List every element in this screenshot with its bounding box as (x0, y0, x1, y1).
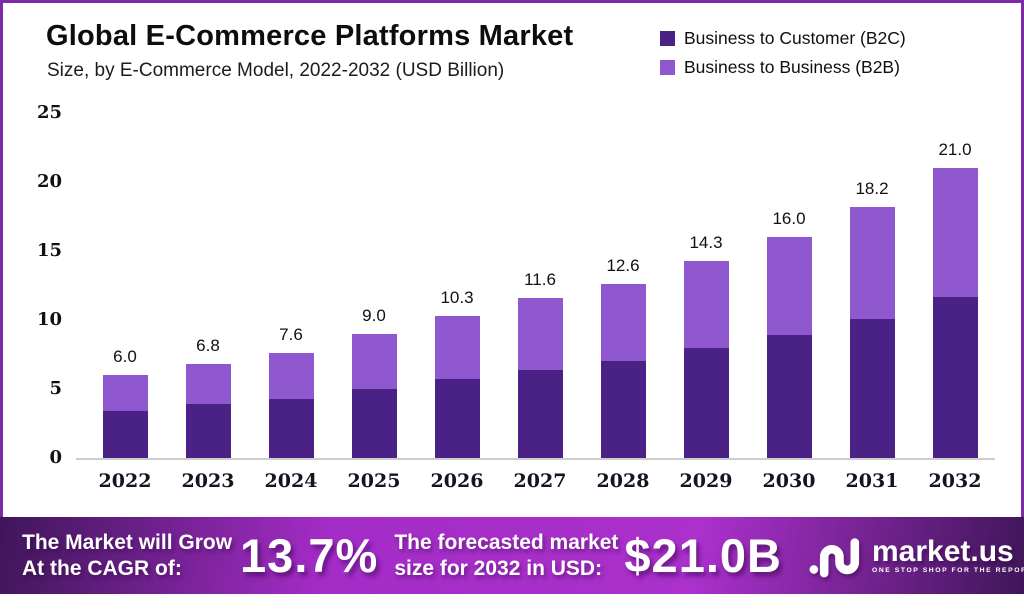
cagr-label-line2: At the CAGR of: (22, 556, 182, 580)
bar-group (351, 333, 397, 458)
bar-segment-b2c (766, 335, 812, 458)
x-tick-label: 2022 (98, 470, 152, 492)
bar-segment-b2b (766, 237, 812, 336)
y-tick-label: 10 (36, 309, 62, 330)
bar-segment-b2c (683, 347, 729, 458)
x-tick-label: 2026 (430, 470, 484, 492)
x-tick-label: 2031 (845, 470, 899, 492)
bar-segment-b2c (600, 361, 646, 458)
brand-name: market.us (871, 534, 1014, 568)
page-subtitle: Size, by E-Commerce Model, 2022-2032 (US… (47, 60, 505, 81)
bar-segment-b2b (351, 333, 397, 389)
x-tick-label: 2024 (264, 470, 318, 492)
bar-total-label: 9.0 (362, 305, 386, 325)
legend-marker-b2c-icon (660, 31, 675, 46)
bar-group (102, 375, 148, 458)
bar-segment-b2b (849, 206, 895, 319)
bar-total-label: 14.3 (689, 232, 723, 252)
x-tick-label: 2025 (347, 470, 401, 492)
brand-logo: market.us ONE STOP SHOP FOR THE REPORTS (808, 533, 1024, 579)
bar-total-label: 16.0 (772, 209, 806, 229)
x-tick-label: 2032 (928, 470, 982, 492)
bar-total-label: 12.6 (606, 256, 640, 276)
x-tick-label: 2029 (679, 470, 733, 492)
bar-segment-b2c (849, 318, 895, 458)
bar-total-label: 6.8 (196, 336, 220, 356)
y-tick-label: 25 (36, 102, 62, 123)
bar-group (849, 206, 895, 458)
bar-segment-b2b (932, 168, 978, 297)
forecast-label-line1: The forecasted market (394, 530, 619, 554)
bar-total-label: 6.0 (113, 347, 137, 367)
bar-segment-b2b (102, 375, 148, 412)
y-tick-label: 5 (49, 378, 62, 399)
x-tick-label: 2027 (513, 470, 567, 492)
y-tick-label: 20 (36, 171, 62, 192)
bar-group (517, 297, 563, 458)
bar-total-label: 7.6 (279, 325, 303, 345)
forecast-label-line2: size for 2032 in USD: (394, 556, 603, 580)
bar-group (766, 237, 812, 458)
bar-group (932, 168, 978, 458)
page-title: Global E-Commerce Platforms Market (46, 20, 574, 52)
market-us-logo-icon (809, 537, 860, 577)
forecast-value: $21.0B (624, 529, 782, 582)
legend-item-b2c: Business to Customer (B2C) (660, 24, 906, 53)
bar-segment-b2b (600, 284, 646, 362)
bar-group (185, 364, 231, 458)
bar-total-label: 11.6 (524, 269, 556, 289)
legend-label-b2b: Business to Business (B2B) (684, 57, 900, 77)
bar-segment-b2b (517, 297, 563, 370)
bar-segment-b2b (268, 353, 314, 399)
brand-text: market.us ONE STOP SHOP FOR THE REPORTS (871, 534, 1024, 574)
forecast-label: The forecasted market size for 2032 in U… (394, 530, 618, 582)
bar-segment-b2c (102, 411, 148, 458)
bar-segment-b2c (185, 404, 231, 458)
bar-segment-b2b (683, 260, 729, 348)
bar-segment-b2c (268, 398, 314, 458)
cagr-value: 13.7% (240, 529, 379, 582)
legend-label-b2c: Business to Customer (B2C) (684, 28, 906, 48)
cagr-label: The Market will Grow At the CAGR of: (0, 530, 232, 582)
legend-item-b2b: Business to Business (B2B) (660, 53, 906, 82)
bar-group (268, 353, 314, 458)
plot-area: 6.0 6.8 7.6 9.0 10.3 11.6 12.6 14.3 16.0 18.2 21.0 (76, 113, 995, 460)
x-tick-label: 2023 (181, 470, 235, 492)
bar-total-label: 21.0 (938, 140, 972, 160)
cagr-label-line1: The Market will Grow (22, 530, 233, 554)
x-tick-label: 2028 (596, 470, 650, 492)
bar-group (683, 260, 729, 458)
brand-tagline: ONE STOP SHOP FOR THE REPORTS (871, 566, 1024, 574)
bar-segment-b2c (517, 369, 563, 458)
bar-group (434, 315, 480, 458)
bar-segment-b2c (932, 296, 978, 458)
bar-group (600, 284, 646, 458)
bar-segment-b2b (185, 364, 231, 405)
x-tick-label: 2030 (762, 470, 816, 492)
bar-segment-b2c (351, 389, 397, 458)
legend-marker-b2b-icon (660, 60, 675, 75)
y-tick-label: 0 (49, 447, 62, 468)
y-tick-label: 15 (36, 240, 62, 261)
footer-banner: The Market will Grow At the CAGR of: 13.… (0, 517, 1024, 594)
bar-segment-b2b (434, 315, 480, 380)
chart-legend: Business to Customer (B2C) Business to B… (660, 24, 906, 82)
bar-total-label: 10.3 (440, 287, 474, 307)
bar-total-label: 18.2 (855, 178, 889, 198)
bar-segment-b2c (434, 379, 480, 458)
